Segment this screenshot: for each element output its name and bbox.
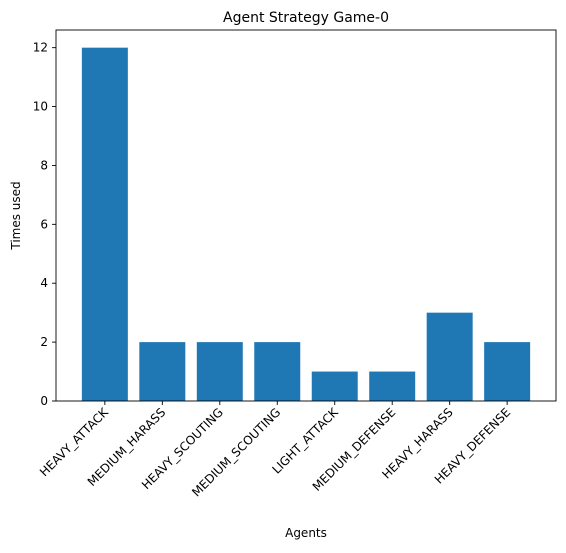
- plot-frame: [55, 29, 557, 402]
- y-axis-label: Times used: [9, 181, 23, 250]
- y-axis-ticks: 0 2 4 6 8 10 12: [33, 41, 56, 408]
- y-tick-label: 12: [33, 41, 48, 55]
- bars: [81, 47, 531, 402]
- y-tick-label: 8: [40, 158, 48, 172]
- bar-heavy-defense: [484, 342, 531, 401]
- bar-medium-harass: [139, 342, 186, 401]
- bar-heavy-scouting: [196, 342, 243, 401]
- y-tick-label: 4: [40, 276, 48, 290]
- y-tick-label: 2: [40, 335, 48, 349]
- bar-medium-scouting: [254, 342, 301, 401]
- y-tick-label: 0: [40, 394, 48, 408]
- x-axis-ticks: HEAVY_ATTACKMEDIUM_HARASSHEAVY_SCOUTINGM…: [37, 401, 513, 499]
- y-tick-label: 6: [40, 217, 48, 231]
- y-tick-label: 10: [33, 100, 48, 114]
- bar-light-attack: [311, 371, 358, 401]
- chart-title: Agent Strategy Game-0: [223, 10, 389, 26]
- bar-medium-defense: [369, 371, 416, 401]
- bar-heavy-harass: [426, 312, 473, 401]
- x-axis-label: Agents: [285, 526, 327, 540]
- bar-heavy-attack: [81, 47, 128, 402]
